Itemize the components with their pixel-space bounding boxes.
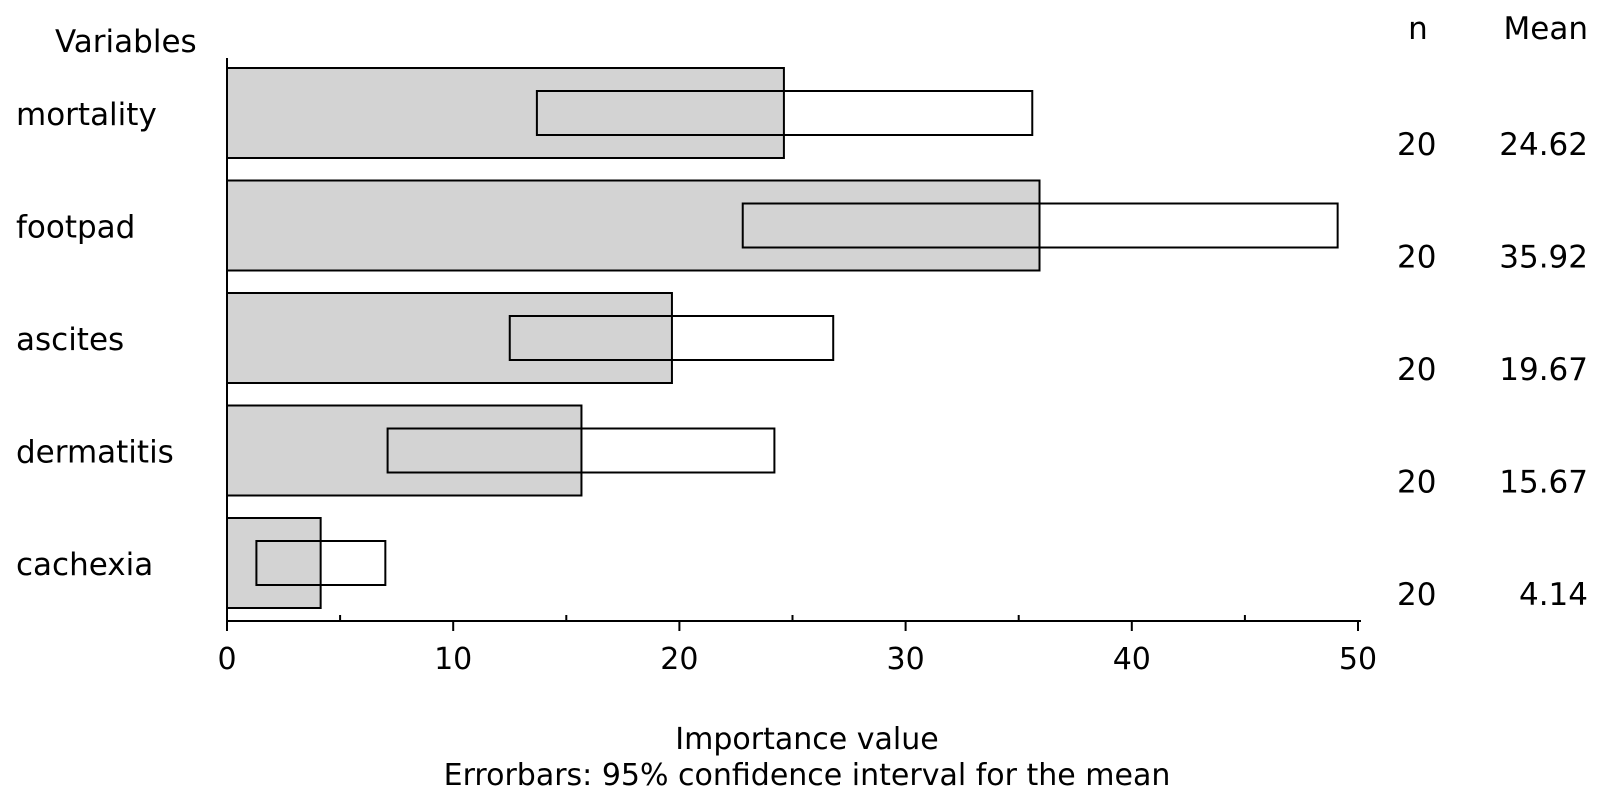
ci-box-footpad (741, 202, 1339, 249)
x-tick-label-50: 50 (1339, 642, 1377, 677)
x-tick-label-0: 0 (217, 642, 236, 677)
bar-ascites (226, 292, 673, 384)
chart-subtitle: Errorbars: 95% confidence interval for t… (444, 758, 1171, 793)
x-tick-label-20: 20 (660, 642, 698, 677)
mean-column-header: Mean (1504, 11, 1588, 47)
bar-group-cachexia: cachexia 20 4.14 (16, 517, 1588, 613)
category-label-mortality: mortality (16, 97, 157, 133)
category-label-ascites: ascites (16, 322, 124, 358)
x-tick-label-40: 40 (1113, 642, 1151, 677)
mean-value-dermatitis: 15.67 (1499, 465, 1588, 501)
x-tick-label-10: 10 (434, 642, 472, 677)
ci-box-ascites (508, 315, 835, 361)
ci-box-cachexia (255, 540, 387, 586)
mean-value-footpad: 35.92 (1499, 240, 1588, 276)
n-column-header: n (1408, 11, 1428, 47)
n-value-ascites: 20 (1397, 352, 1436, 388)
n-value-dermatitis: 20 (1397, 465, 1436, 501)
category-label-cachexia: cachexia (16, 547, 153, 583)
n-value-cachexia: 20 (1397, 577, 1436, 613)
bar-group-dermatitis: dermatitis 20 15.67 (16, 404, 1588, 501)
ci-box-mortality (535, 90, 1034, 136)
bar-dermatitis (226, 404, 583, 497)
bar-footpad (226, 179, 1041, 272)
bar-cachexia (226, 517, 322, 609)
bar-mortality (226, 67, 785, 159)
x-tick-label-30: 30 (887, 642, 925, 677)
bar-group-mortality: mortality 20 24.62 (16, 67, 1588, 163)
bars-layer: mortality 20 24.62 footpad 20 35.92 ascites 20 1… (16, 67, 1588, 613)
mean-value-cachexia: 4.14 (1519, 577, 1588, 613)
mean-value-mortality: 24.62 (1499, 127, 1588, 163)
mean-value-ascites: 19.67 (1499, 352, 1588, 388)
variables-header: Variables (55, 24, 197, 60)
n-value-mortality: 20 (1397, 127, 1436, 163)
x-axis-title: Importance value (675, 722, 938, 757)
bar-group-ascites: ascites 20 19.67 (16, 292, 1588, 388)
category-label-dermatitis: dermatitis (16, 435, 174, 471)
n-value-footpad: 20 (1397, 240, 1436, 276)
bar-group-footpad: footpad 20 35.92 (16, 179, 1588, 276)
ci-box-dermatitis (386, 427, 776, 474)
x-axis: 0 10 20 30 40 50 (217, 58, 1377, 677)
category-label-footpad: footpad (16, 210, 135, 246)
